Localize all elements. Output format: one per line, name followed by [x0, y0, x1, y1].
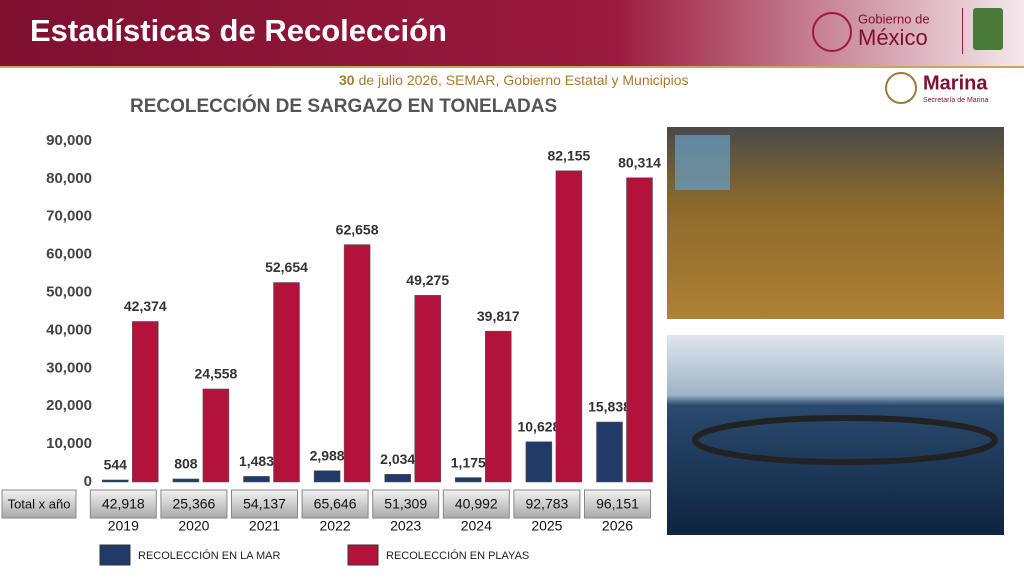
value-label: 1,483 — [239, 453, 274, 469]
bar — [525, 441, 553, 483]
divider — [962, 8, 963, 54]
total-label: 25,366 — [172, 496, 215, 512]
value-label: 39,817 — [477, 308, 520, 324]
bar — [384, 474, 411, 483]
x-tick-label: 2019 — [108, 518, 139, 534]
value-label: 10,628 — [517, 418, 560, 434]
value-label: 80,314 — [618, 154, 661, 170]
bar — [555, 170, 583, 483]
bar — [343, 244, 371, 483]
total-box — [89, 489, 157, 519]
y-tick-label: 60,000 — [46, 246, 92, 263]
x-tick-label: 2023 — [390, 518, 421, 534]
total-box — [442, 489, 510, 519]
total-label: 51,309 — [384, 496, 427, 512]
emblem — [812, 12, 852, 52]
source-day: 30 — [339, 72, 355, 88]
total-label: 96,151 — [596, 496, 639, 512]
bar — [455, 477, 482, 483]
value-label: 24,558 — [194, 366, 237, 382]
bar — [172, 478, 200, 483]
value-label: 52,654 — [265, 259, 308, 275]
bar — [243, 476, 270, 483]
page-title: Estadísticas de Recolección — [30, 13, 447, 48]
total-box — [160, 489, 228, 519]
x-tick-label: 2024 — [461, 518, 492, 534]
chart-title: RECOLECCIÓN DE SARGAZO EN TONELADAS — [130, 95, 557, 117]
value-label: 544 — [104, 457, 128, 473]
legend-swatch — [99, 544, 131, 566]
total-box — [372, 489, 440, 519]
y-tick-label: 0 — [84, 473, 92, 490]
source-text: de julio 2026, SEMAR, Gobierno Estatal y… — [358, 72, 689, 88]
total-box — [231, 489, 298, 519]
source-line: 30 de julio 2026, SEMAR, Gobierno Estatal… — [339, 72, 689, 88]
y-tick-label: 40,000 — [46, 321, 92, 338]
total-header: Total x año — [8, 496, 71, 511]
total-box — [584, 489, 651, 519]
value-label: 42,374 — [124, 298, 167, 314]
total-label: 92,783 — [525, 496, 568, 512]
header-rule — [0, 66, 1024, 68]
y-tick-label: 10,000 — [46, 435, 92, 452]
marina-emblem — [885, 72, 917, 104]
bar — [596, 421, 623, 483]
bar — [102, 479, 129, 483]
total-box — [301, 489, 369, 519]
bar — [202, 388, 230, 483]
bar — [313, 470, 341, 483]
total-box — [513, 489, 581, 519]
photo-barrier — [692, 415, 998, 465]
y-tick-label: 70,000 — [46, 208, 92, 225]
photo-sea — [667, 335, 1004, 535]
value-label: 82,155 — [547, 147, 590, 163]
x-tick-label: 2026 — [602, 518, 633, 534]
y-tick-label: 30,000 — [46, 359, 92, 376]
value-label: 1,175 — [451, 454, 486, 470]
gov-line1: Gobierno de — [858, 11, 930, 26]
value-label: 2,034 — [380, 451, 415, 467]
bar — [626, 177, 653, 483]
bar — [414, 295, 441, 483]
x-tick-label: 2020 — [178, 518, 209, 534]
state-shield — [973, 8, 1003, 50]
x-tick-label: 2025 — [531, 518, 562, 534]
value-label: 49,275 — [406, 272, 449, 288]
header-bar — [0, 0, 1024, 66]
y-tick-label: 50,000 — [46, 284, 92, 301]
value-label: 62,658 — [336, 221, 379, 237]
value-label: 808 — [174, 456, 198, 472]
total-label: 40,992 — [455, 496, 498, 512]
y-tick-label: 20,000 — [46, 397, 92, 414]
total-label: 42,918 — [102, 496, 145, 512]
x-tick-label: 2022 — [320, 518, 351, 534]
legend-swatch — [347, 544, 379, 566]
total-label: 65,646 — [314, 496, 357, 512]
total-header-box — [1, 489, 77, 519]
legend-label: RECOLECCIÓN EN LA MAR — [138, 549, 280, 562]
photo-map-inset — [675, 135, 730, 190]
value-label: 2,988 — [310, 447, 345, 463]
bar — [132, 321, 159, 483]
legend-label: RECOLECCIÓN EN PLAYAS — [386, 549, 529, 562]
bar — [485, 330, 512, 483]
x-tick-label: 2021 — [249, 518, 280, 534]
gov-line2: México — [858, 25, 928, 50]
y-tick-label: 90,000 — [46, 132, 92, 149]
y-tick-label: 80,000 — [46, 170, 92, 187]
marina-title: Marina — [923, 72, 988, 94]
total-label: 54,137 — [243, 496, 286, 512]
value-label: 15,838 — [588, 399, 631, 415]
marina-sub: Secretaría de Marina — [923, 97, 988, 104]
bar — [273, 282, 300, 483]
